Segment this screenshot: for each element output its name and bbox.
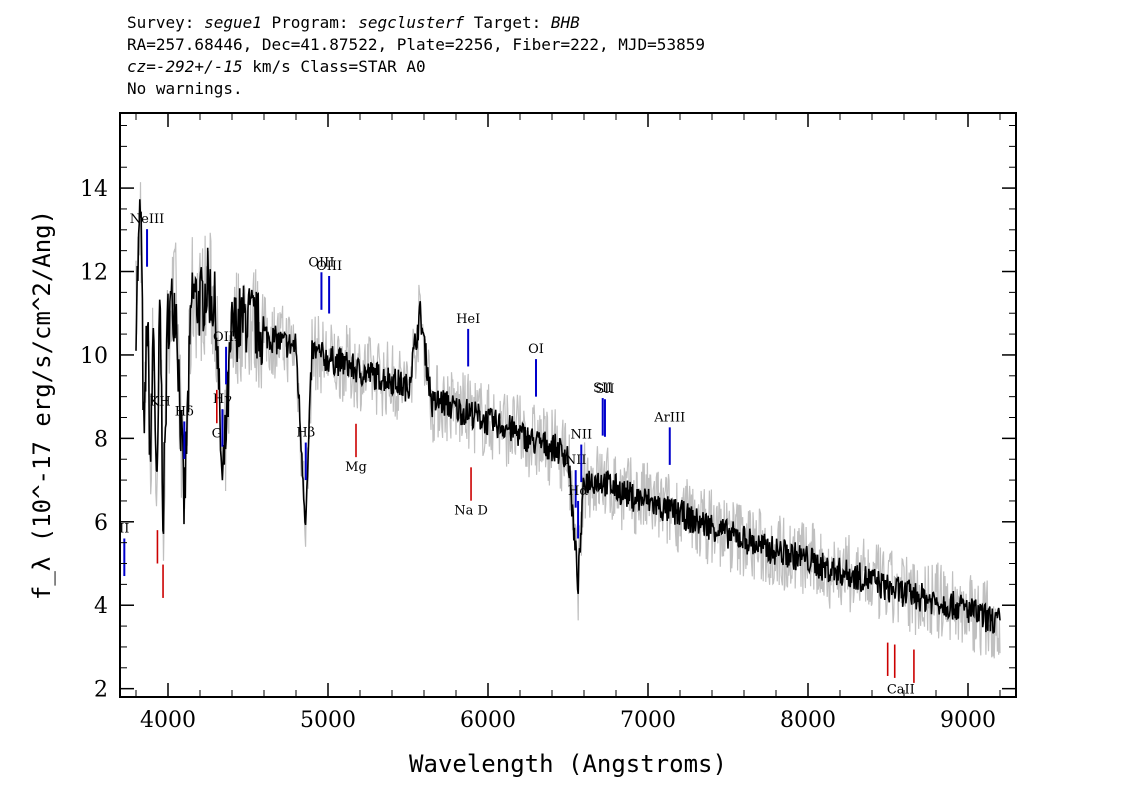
emission-line-label: SII — [595, 382, 614, 397]
emission-line-label: SII — [593, 381, 612, 396]
absorption-line-label: Mg — [345, 460, 367, 475]
emission-line-label: Hγ — [213, 392, 232, 407]
x-tick-label: 7000 — [620, 708, 676, 733]
x-tick-label: 9000 — [940, 708, 996, 733]
absorption-line-label: Na D — [454, 504, 488, 519]
spectrum-header: Survey: segue1 Program: segclusterf Targ… — [127, 12, 1127, 100]
absorption-line-label: G — [212, 426, 222, 441]
header-line-survey: Survey: segue1 Program: segclusterf Targ… — [127, 12, 1127, 34]
absorption-line-label: CaII — [887, 682, 915, 697]
header-line-coordinates: RA=257.68446, Dec=41.87522, Plate=2256, … — [127, 35, 705, 54]
y-tick-label: 2 — [94, 678, 108, 703]
x-tick-label: 4000 — [140, 708, 196, 733]
target-label: Target: — [464, 13, 551, 32]
survey-label: Survey: — [127, 13, 205, 32]
axis-ticks: 4000 5000 6000 7000 8000 9000 2 4 6 8 10 12 14 — [80, 113, 1016, 733]
y-axis-label: f_λ (10^-17 erg/s/cm^2/Ang) — [28, 210, 56, 600]
cz-value: cz=-292+/-15 — [127, 57, 243, 76]
noise-line — [135, 182, 1001, 659]
spectral-line-markers: IINeIIIHδHγOIIIHβOIIIOIIIHeIOINIIHαNIISI… — [119, 212, 915, 697]
emission-line-label: OI — [528, 342, 544, 357]
y-tick-label: 12 — [80, 261, 108, 286]
emission-line-label: OIII — [308, 255, 334, 270]
y-tick-label: 10 — [80, 344, 108, 369]
y-tick-label: 6 — [94, 511, 108, 536]
target-value: BHB — [550, 13, 580, 32]
emission-line-label: NeIII — [130, 212, 164, 227]
emission-line-label: OIII — [316, 259, 342, 274]
x-tick-label: 5000 — [300, 708, 356, 733]
program-label: Program: — [261, 13, 359, 32]
flux-line — [135, 199, 1001, 634]
x-axis-label: Wavelength (Angstroms) — [409, 750, 727, 778]
emission-line-label: Hδ — [175, 404, 194, 419]
plot-frame — [119, 112, 1017, 698]
class-text: km/s Class=STAR A0 — [242, 57, 426, 76]
absorption-line-label: KH — [150, 394, 171, 409]
x-tick-label: 8000 — [780, 708, 836, 733]
emission-line-label: NII — [565, 453, 587, 468]
header-line-warnings: No warnings. — [127, 79, 243, 98]
emission-line-label: Hα — [568, 484, 588, 499]
program-value: segclusterf — [358, 13, 465, 32]
emission-line-label: II — [119, 521, 129, 536]
emission-line-label: ArIII — [653, 410, 685, 425]
emission-line-label: HeI — [456, 312, 480, 327]
y-tick-label: 8 — [94, 427, 108, 452]
flux-series — [135, 199, 1001, 634]
y-tick-label: 4 — [94, 594, 108, 619]
y-tick-label: 14 — [80, 177, 108, 202]
emission-line-label: OIII — [213, 330, 239, 345]
x-tick-label: 6000 — [460, 708, 516, 733]
emission-line-label: NII — [570, 428, 592, 443]
noise-band — [135, 182, 1001, 659]
emission-line-label: Hβ — [296, 426, 315, 441]
header-line-redshift: cz=-292+/-15 km/s Class=STAR A0 — [127, 56, 1127, 78]
survey-value: segue1 — [204, 13, 262, 32]
